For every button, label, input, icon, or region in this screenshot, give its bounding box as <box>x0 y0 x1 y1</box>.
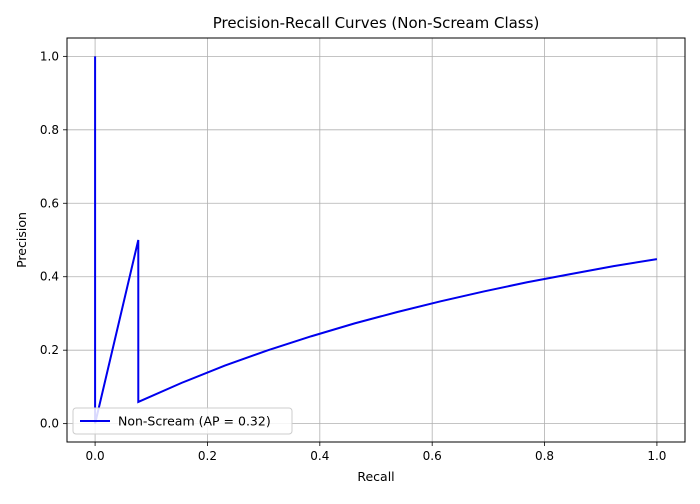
legend-label: Non-Scream (AP = 0.32) <box>118 414 271 429</box>
y-axis-label: Precision <box>14 212 29 268</box>
y-tick-label: 1.0 <box>40 49 59 63</box>
legend-box <box>72 407 293 435</box>
y-tick-label: 0.2 <box>40 343 59 357</box>
chart-title: Precision-Recall Curves (Non-Scream Clas… <box>213 14 540 32</box>
series-layer <box>94 56 658 424</box>
x-tick-label: 0.0 <box>86 449 105 463</box>
x-tick-label: 1.0 <box>647 449 666 463</box>
y-tick-label: 0.4 <box>40 270 59 284</box>
x-tick-label: 0.6 <box>423 449 442 463</box>
ticks-layer: 0.0 0.2 0.4 0.6 0.8 1.0 0.0 0.2 0.4 0.6 0.8 1.0 <box>40 49 667 463</box>
plot-frame <box>66 37 686 443</box>
y-tick-label: 0.6 <box>40 196 59 210</box>
legend: Non-Scream (AP = 0.32) <box>72 407 293 435</box>
y-tick-label: 0.0 <box>40 417 59 431</box>
grid-layer <box>67 38 685 442</box>
x-tick-label: 0.2 <box>198 449 217 463</box>
x-tick-label: 0.8 <box>535 449 554 463</box>
y-tick-label: 0.8 <box>40 123 59 137</box>
x-tick-label: 0.4 <box>310 449 329 463</box>
series-line-non-scream <box>94 56 658 424</box>
x-axis-label: Recall <box>357 469 394 484</box>
